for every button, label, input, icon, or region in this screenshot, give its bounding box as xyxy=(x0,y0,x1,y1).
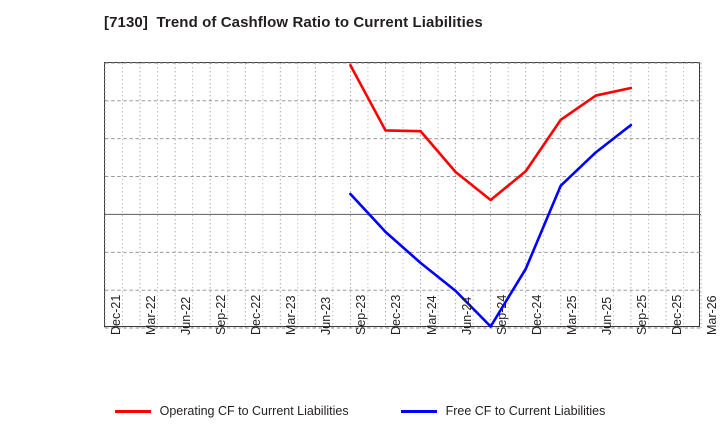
series-line-operating-cf xyxy=(349,63,633,202)
chart-legend: Operating CF to Current Liabilities Free … xyxy=(0,404,720,418)
x-axis-tick-label: Dec-21 xyxy=(109,294,123,335)
legend-color-swatch xyxy=(114,409,151,413)
x-axis-tick-label: Mar-24 xyxy=(424,295,439,335)
legend-label: Free CF to Current Liabilities xyxy=(445,404,606,418)
series-line-free-cf xyxy=(349,123,633,328)
x-axis-tick-label: Jun-25 xyxy=(599,296,614,335)
legend-label: Operating CF to Current Liabilities xyxy=(159,404,349,418)
x-axis-tick-label: Jun-24 xyxy=(459,296,474,335)
plot-svg xyxy=(104,62,702,329)
x-axis-tick-label: Mar-23 xyxy=(284,295,299,335)
x-axis-tick-label: Dec-23 xyxy=(389,294,404,335)
legend-item-free-cf[interactable]: Free CF to Current Liabilities xyxy=(400,404,606,418)
x-axis-tick-label: Mar-25 xyxy=(564,295,579,335)
x-axis-tick-label: Jun-23 xyxy=(319,296,334,335)
x-axis-tick-label: Dec-25 xyxy=(669,294,684,335)
chart-title: [7130] Trend of Cashflow Ratio to Curren… xyxy=(104,14,483,31)
plot-area xyxy=(104,62,702,329)
series-lines xyxy=(349,63,633,328)
x-axis-tick-label: Sep-24 xyxy=(494,294,509,335)
x-axis-tick-label: Mar-26 xyxy=(705,295,719,335)
legend-color-swatch xyxy=(400,409,437,413)
x-axis-tick-label: Sep-23 xyxy=(354,294,369,335)
x-axis-tick-label: Dec-22 xyxy=(249,294,264,335)
x-axis-tick-label: Mar-22 xyxy=(144,295,159,335)
x-axis-tick-label: Jun-22 xyxy=(179,296,194,335)
legend-item-operating-cf[interactable]: Operating CF to Current Liabilities xyxy=(114,404,349,418)
x-axis-tick-label: Sep-25 xyxy=(634,294,649,335)
x-axis-tick-label: Sep-22 xyxy=(214,294,229,335)
x-axis-tick-label: Dec-24 xyxy=(529,294,544,335)
